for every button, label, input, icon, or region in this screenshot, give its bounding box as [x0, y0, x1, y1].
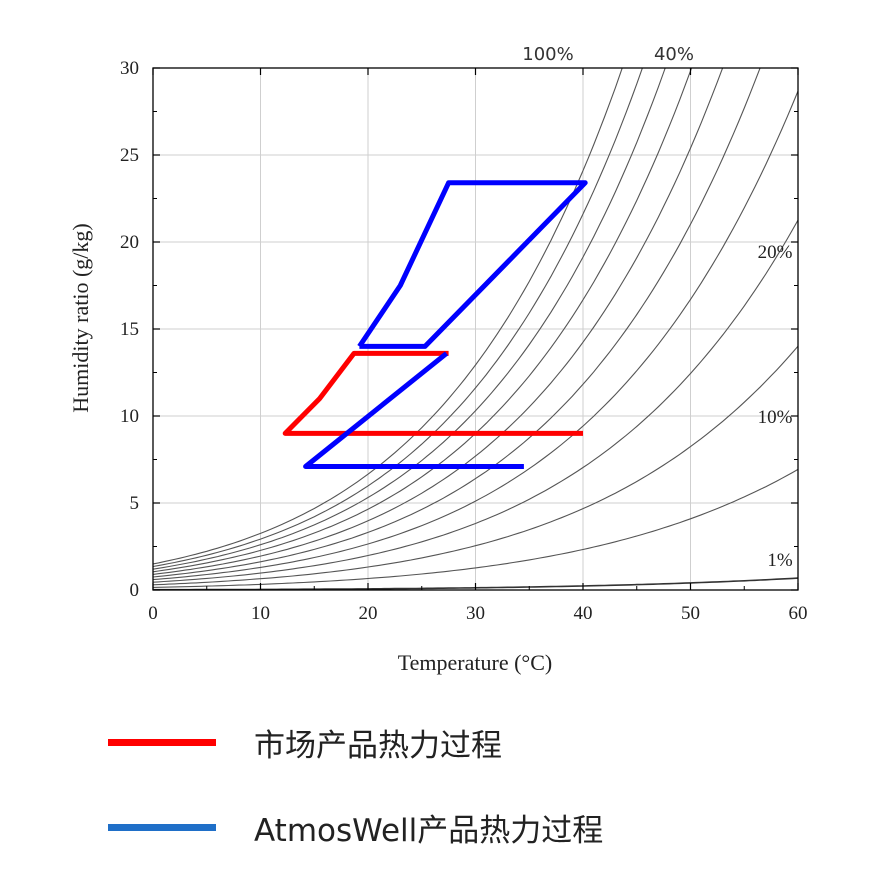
legend-item-market: 市场产品热力过程 [108, 722, 502, 764]
rh-curves [153, 68, 798, 590]
rh-curve-100 [153, 68, 623, 565]
rh-curve-80 [153, 68, 666, 570]
x-tick-label: 20 [359, 603, 378, 624]
x-tick-label: 40 [574, 603, 593, 624]
y-tick-label: 10 [120, 406, 139, 427]
grid-lines [152, 67, 799, 591]
x-axis-title: Temperature (°C) [398, 650, 552, 675]
x-tick-label: 50 [681, 603, 700, 624]
legend-label-market: 市场产品热力过程 [254, 727, 502, 764]
legend-swatch-market [108, 738, 216, 746]
y-tick-label: 25 [120, 145, 139, 166]
rh-curve-label: 10% [758, 407, 793, 428]
series-line-1 [303, 351, 524, 469]
rh-curve-40 [153, 89, 798, 581]
x-tick-label: 10 [251, 603, 270, 624]
x-tick-label: 60 [789, 603, 808, 624]
rh-curve-10 [153, 468, 798, 588]
rh-curve-label: 20% [758, 242, 793, 263]
series-line-2 [357, 180, 588, 349]
y-tick-label: 5 [130, 493, 140, 514]
legend-swatch-atmoswell [108, 823, 216, 831]
rh-curve-90 [153, 68, 643, 568]
y-axis-title: Humidity ratio (g/kg) [68, 223, 93, 412]
x-tick-label: 0 [148, 603, 158, 624]
rh-curve-70 [153, 68, 693, 573]
rh-curve-label: 40% [654, 44, 694, 65]
y-tick-label: 20 [120, 232, 139, 253]
x-tick-label: 30 [466, 603, 485, 624]
legend-label-atmoswell: AtmosWell产品热力过程 [254, 812, 604, 849]
rh-curve-label: 100% [522, 44, 573, 65]
legend-item-atmoswell: AtmosWell产品热力过程 [108, 807, 604, 849]
y-tick-label: 30 [120, 58, 139, 79]
rh-curve-60 [153, 68, 724, 575]
axis-ticks: 0 10 20 30 40 50 60 0 5 10 15 20 25 30 [120, 58, 808, 624]
rh-curve-1 [153, 577, 798, 590]
rh-curve-50 [153, 68, 761, 578]
rh-curve-20 [153, 345, 798, 586]
series-line-0 [282, 350, 583, 436]
rh-curve-30 [153, 218, 798, 583]
data-series [282, 180, 588, 469]
y-tick-label: 15 [120, 319, 139, 340]
y-tick-label: 0 [130, 580, 140, 601]
rh-curve-labels: 100% 40% 20% 10% 1% [522, 44, 793, 571]
rh-curve-label: 1% [767, 550, 793, 571]
